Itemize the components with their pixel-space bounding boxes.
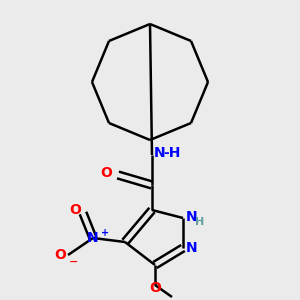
Text: H: H: [195, 217, 204, 227]
Text: +: +: [101, 228, 109, 238]
Text: O: O: [100, 166, 112, 180]
Text: O: O: [149, 281, 161, 295]
Text: N: N: [154, 146, 166, 160]
Text: O: O: [54, 248, 66, 262]
Text: N: N: [87, 231, 99, 245]
Text: O: O: [69, 203, 81, 217]
Text: N: N: [186, 241, 198, 255]
Text: N: N: [186, 210, 198, 224]
Text: −: −: [69, 257, 78, 267]
Text: -H: -H: [163, 146, 180, 160]
